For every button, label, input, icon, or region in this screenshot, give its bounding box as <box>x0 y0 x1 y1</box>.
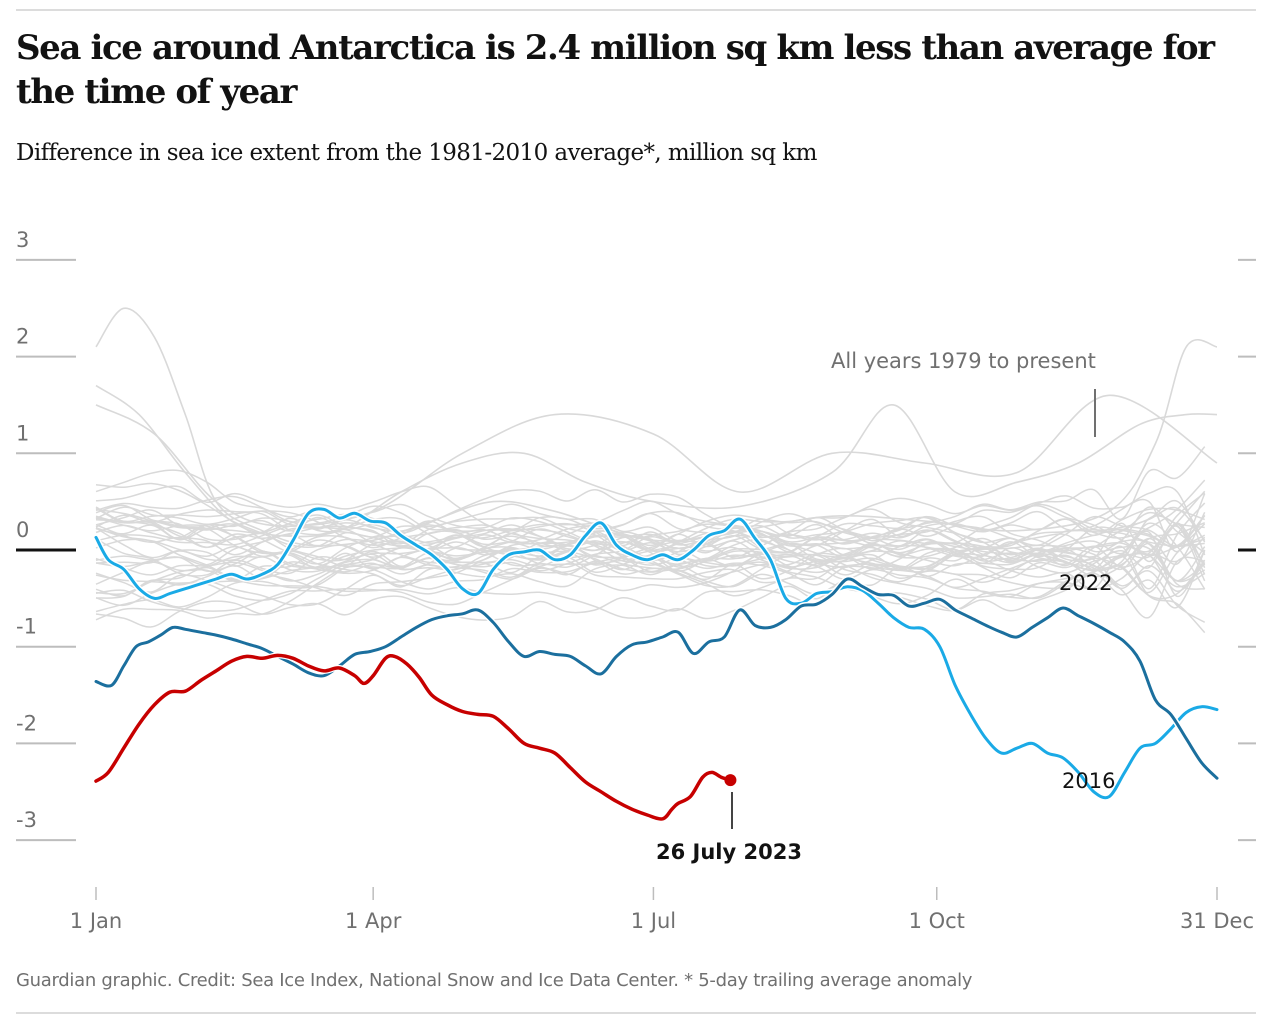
x-tick-label: 31 Dec <box>1180 909 1254 933</box>
background-year-line <box>95 384 1218 538</box>
y-tick-label: 3 <box>16 228 29 252</box>
background-year-line <box>95 394 1218 527</box>
annotation-all-years: All years 1979 to present <box>831 349 1096 373</box>
x-tick-label: 1 Jul <box>631 909 676 933</box>
y-tick-label: -3 <box>16 808 37 832</box>
y-axis-labels: 3 2 1 0 -1 -2 -3 <box>16 228 37 832</box>
background-year-line <box>95 516 1206 594</box>
series-halo-2022 <box>94 575 1220 781</box>
date-label-latest: 26 July 2023 <box>656 840 802 864</box>
y-tick-label: 2 <box>16 325 29 349</box>
series-halo-2023 <box>94 652 732 822</box>
x-tick-label: 1 Oct <box>909 909 965 933</box>
background-year-line <box>95 479 1206 575</box>
x-axis: 1 Jan 1 Apr 1 Jul 1 Oct 31 Dec <box>70 887 1254 933</box>
x-tick-label: 1 Jan <box>70 909 122 933</box>
background-year-line <box>95 510 1206 599</box>
line-chart: 3 2 1 0 -1 -2 -3 1 Jan 1 Apr 1 Jul 1 Oct 31 Dec Al… <box>16 228 1256 933</box>
background-year-line <box>95 536 1206 628</box>
y-gridlines-left <box>16 258 76 842</box>
background-year-line <box>95 534 1206 597</box>
source-credit: Guardian graphic. Credit: Sea Ice Index,… <box>16 970 973 991</box>
background-year-line <box>95 520 1206 590</box>
y-gridlines-right <box>1238 258 1256 842</box>
background-year-line <box>95 507 1205 621</box>
background-year-line <box>95 492 1206 582</box>
series-label-2016: 2016 <box>1062 769 1115 793</box>
background-year-lines <box>95 307 1218 634</box>
background-year-line <box>95 530 1206 612</box>
background-year-line <box>95 518 1205 613</box>
y-tick-label: -2 <box>16 711 37 735</box>
x-tick-label: 1 Apr <box>345 909 402 933</box>
background-year-line <box>95 522 1206 596</box>
chart-subtitle: Difference in sea ice extent from the 19… <box>16 140 817 166</box>
y-tick-label: 0 <box>16 518 29 542</box>
page-title: Sea ice around Antarctica is 2.4 million… <box>16 28 1215 112</box>
top-rule <box>16 9 1256 11</box>
background-year-line <box>95 307 1218 547</box>
y-tick-label: -1 <box>16 615 37 639</box>
series-line-2016 <box>94 507 1219 800</box>
highlighted-year-lines <box>93 505 1220 822</box>
series-end-marker-2023 <box>724 774 737 787</box>
series-label-2022: 2022 <box>1059 571 1112 595</box>
background-year-line <box>95 502 1206 590</box>
bottom-rule <box>16 1012 1256 1014</box>
background-year-line <box>95 513 1206 597</box>
y-tick-label: 1 <box>16 421 29 445</box>
series-line-2022 <box>94 577 1219 780</box>
background-year-line <box>95 508 1206 607</box>
series-line-2023 <box>94 653 733 821</box>
background-year-line <box>95 500 1206 600</box>
